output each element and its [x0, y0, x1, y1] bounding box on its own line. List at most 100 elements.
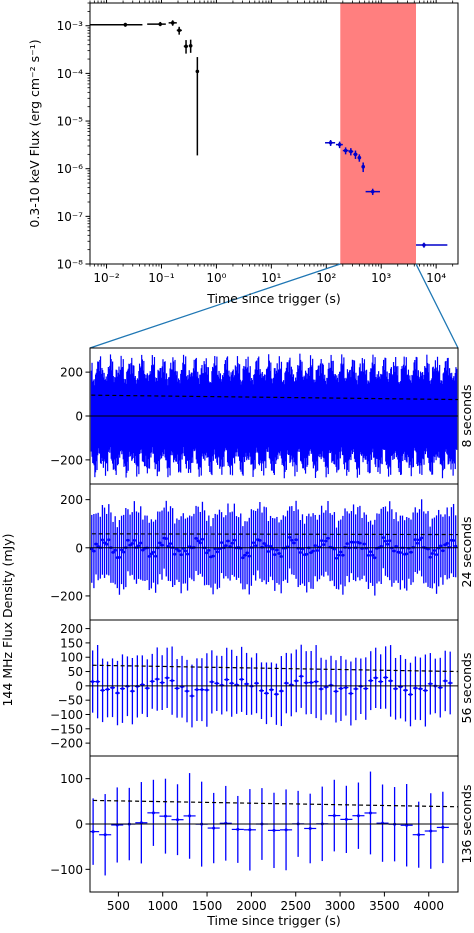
- radio-point-marker: [315, 549, 319, 553]
- radio-point-marker: [404, 688, 408, 692]
- radio-panel: −100 0 100 136 seconds 500 1000 1500 2000 2500 30…: [50, 755, 474, 913]
- radio-point: [369, 520, 373, 583]
- xray-point: [348, 148, 354, 156]
- radio-data: [90, 353, 458, 479]
- radio-point: [211, 518, 215, 595]
- radio-point-marker: [111, 686, 115, 690]
- radio-point: [262, 506, 266, 581]
- radio-point-marker: [366, 553, 370, 557]
- radio-point-marker: [145, 686, 149, 690]
- radio-point-marker: [369, 679, 373, 683]
- radio-point-marker: [243, 553, 247, 557]
- radio-point: [254, 510, 258, 581]
- xray-point: [147, 21, 166, 27]
- radio-point-marker: [113, 548, 117, 552]
- radio-point: [437, 657, 443, 718]
- radio-point: [333, 660, 339, 723]
- radio-point-marker: [443, 679, 447, 683]
- radio-point-marker: [106, 687, 110, 691]
- radio-point-marker: [337, 553, 341, 557]
- radio-point: [141, 519, 145, 581]
- xray-point: [90, 22, 143, 27]
- radio-point: [398, 655, 404, 719]
- radio-point: [290, 506, 294, 575]
- radio-point: [317, 514, 321, 580]
- y-tick-label: 10⁻⁷: [57, 210, 84, 224]
- radio-point-marker: [417, 833, 421, 837]
- radio-point: [254, 653, 260, 714]
- xray-point-marker: [184, 44, 188, 49]
- dashed-limit-line: [91, 533, 458, 536]
- radio-point: [368, 651, 374, 711]
- xray-point: [416, 242, 448, 248]
- radio-point: [436, 791, 449, 864]
- radio-point: [273, 518, 277, 591]
- radio-x-axis-label: Time since trigger (s): [206, 913, 340, 928]
- x-tick-label: 10³: [371, 271, 391, 285]
- y-tick-label: 200: [60, 366, 83, 380]
- radio-point: [128, 514, 132, 576]
- radio-point: [398, 515, 402, 590]
- radio-point: [292, 510, 296, 575]
- radio-point-marker: [398, 551, 402, 555]
- x-tick-label: 3000: [325, 899, 356, 913]
- radio-point-marker: [423, 689, 427, 693]
- radio-point-marker: [226, 539, 230, 543]
- xray-point: [361, 162, 365, 173]
- radio-point: [352, 782, 365, 849]
- radio-point: [194, 658, 200, 721]
- xray-point-marker: [158, 22, 163, 26]
- radio-point: [183, 518, 187, 584]
- highlight-band: [340, 3, 417, 264]
- radio-point-marker: [339, 550, 343, 554]
- radio-point-marker: [186, 552, 190, 556]
- xray-point-marker: [343, 148, 348, 153]
- radio-point-marker: [101, 688, 105, 692]
- radio-point: [348, 661, 354, 726]
- radio-point: [92, 513, 96, 589]
- radio-point: [173, 523, 177, 586]
- radio-point: [332, 512, 336, 587]
- radio-point-marker: [308, 826, 312, 830]
- y-tick-label: −100: [50, 708, 83, 722]
- radio-point: [241, 526, 245, 590]
- radio-point-marker: [344, 686, 348, 690]
- y-tick-label: −50: [58, 694, 83, 708]
- radio-point: [247, 517, 251, 595]
- radio-point: [328, 779, 341, 852]
- radio-point: [234, 655, 240, 714]
- radio-point: [149, 653, 155, 709]
- radio-point: [430, 518, 434, 589]
- radio-point-marker: [373, 556, 377, 560]
- x-tick-label: 3500: [369, 899, 400, 913]
- radio-point: [258, 502, 262, 579]
- y-tick-label: 200: [60, 493, 83, 507]
- radio-point: [275, 516, 279, 584]
- radio-point-marker: [418, 538, 422, 542]
- xray-axes-frame: [89, 2, 459, 265]
- radio-point-marker: [432, 548, 436, 552]
- radio-point: [189, 664, 195, 728]
- xray-x-axis-label: Time since trigger (s): [206, 291, 340, 306]
- radio-point-marker: [409, 550, 413, 554]
- radio-point-marker: [413, 538, 417, 542]
- radio-point: [252, 510, 256, 576]
- radio-point: [364, 771, 377, 855]
- radio-point: [154, 647, 160, 711]
- radio-point-marker: [139, 821, 143, 825]
- radio-point-marker: [324, 539, 328, 543]
- radio-point-marker: [205, 551, 209, 555]
- radio-point-marker: [194, 536, 198, 540]
- radio-point: [388, 501, 392, 581]
- radio-point: [298, 644, 304, 708]
- dashed-limit-line: [91, 394, 458, 401]
- radio-data: [90, 644, 458, 728]
- radio-point-marker: [105, 542, 109, 546]
- radio-point: [278, 656, 284, 727]
- panel-label: 136 seconds: [459, 785, 474, 864]
- radio-point-marker: [358, 541, 362, 545]
- radio-point-marker: [324, 685, 328, 689]
- radio-point: [454, 515, 458, 578]
